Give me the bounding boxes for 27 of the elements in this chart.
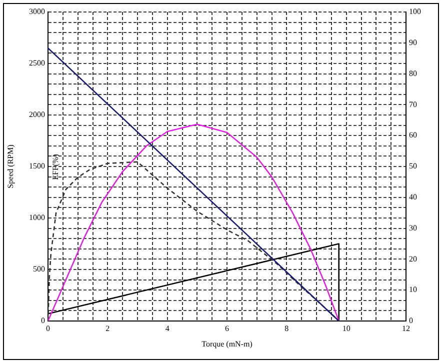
y-tick-label: 3000	[29, 7, 45, 16]
x-tick-label: 4	[165, 324, 170, 333]
x-tick-label: 12	[402, 324, 410, 333]
annotation: EFF(%)	[51, 154, 60, 180]
x-axis-title: Torque (mN-m)	[202, 339, 253, 348]
y2-tick-label: 40	[409, 192, 417, 202]
y-axis-title: Speed (RPM)	[6, 144, 15, 188]
y-tick-label: 2000	[29, 110, 45, 120]
x-tick-label: 2	[106, 324, 110, 333]
y2-tick-label: 0	[409, 316, 413, 326]
y2-tick-label: 10	[409, 285, 417, 294]
y2-tick-label: 80	[409, 68, 417, 78]
y2-tick-label: 30	[409, 223, 417, 232]
y-tick-label: 0	[41, 316, 45, 326]
y-tick-label: 1000	[29, 213, 45, 222]
y2-tick-label: 70	[409, 100, 417, 109]
y-tick-label: 2500	[29, 58, 45, 68]
x-tick-label: 10	[342, 324, 350, 333]
y2-tick-label: 20	[409, 254, 417, 264]
y2-tick-label: 100	[409, 7, 421, 16]
y2-tick-label: 60	[409, 130, 417, 140]
y-tick-label: 500	[33, 264, 45, 274]
y-tick-label: 1500	[29, 162, 45, 171]
y2-tick-label: 90	[409, 38, 417, 47]
y2-tick-label: 50	[409, 162, 417, 171]
x-tick-label: 8	[284, 324, 289, 333]
x-tick-label: 6	[225, 324, 229, 333]
